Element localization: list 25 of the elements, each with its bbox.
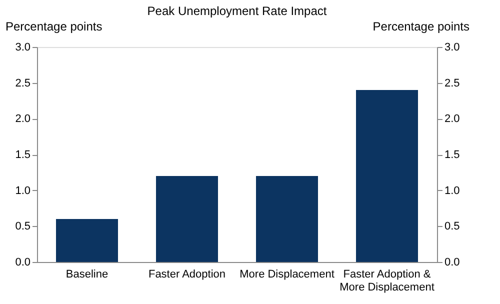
y-tick-label: 3.0: [15, 42, 30, 54]
x-tick-label: Baseline: [66, 268, 108, 280]
y-tick-label: 1.0: [15, 184, 30, 197]
y-tick-label: 2.5: [15, 77, 30, 90]
bar: [256, 176, 318, 262]
y-tick-label: 0.0: [15, 256, 30, 268]
y-tick-label: 1.5: [15, 149, 30, 161]
bar: [356, 90, 418, 262]
y2-tick-label: 1.0: [444, 184, 460, 197]
x-tick-label: Faster Adoption: [148, 268, 226, 280]
y2-tick-label: 2.5: [444, 77, 460, 90]
y-tick-label: 0.5: [15, 220, 30, 233]
bar: [156, 176, 218, 262]
y2-axis-title: Percentage points: [372, 20, 470, 34]
y2-tick-label: 0.5: [444, 220, 460, 233]
x-tick-label: Faster Adoption & More Displacement: [340, 268, 434, 294]
y2-tick-label: 0.0: [444, 256, 460, 268]
chart-title: Peak Unemployment Rate Impact: [147, 4, 328, 18]
x-tick-label: More Displacement: [240, 268, 334, 280]
y-tick-label: 2.0: [15, 113, 30, 126]
y2-tick-label: 1.5: [444, 149, 460, 161]
y2-tick-label: 3.0: [444, 42, 460, 54]
y2-tick-label: 2.0: [444, 113, 460, 126]
y-axis-title: Percentage points: [6, 20, 102, 34]
bar: [56, 219, 118, 262]
